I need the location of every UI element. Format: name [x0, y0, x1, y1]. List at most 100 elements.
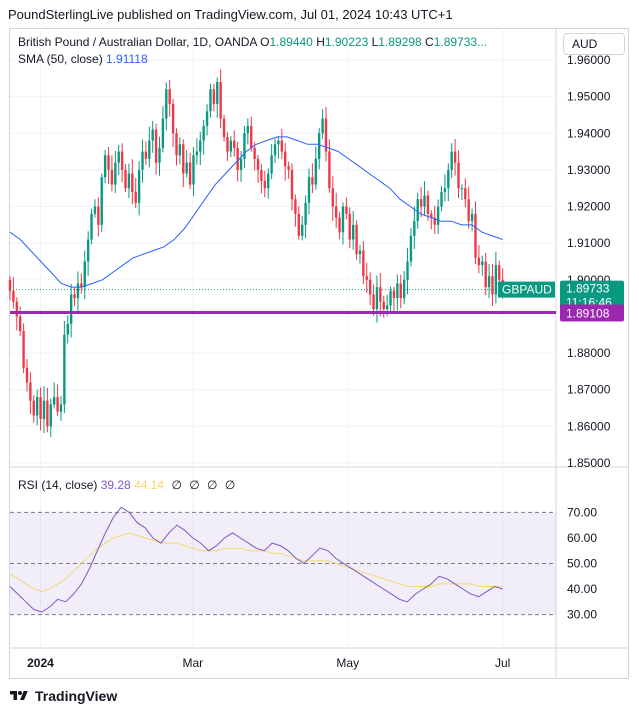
candle-body [32, 400, 35, 416]
rsi-legend[interactable]: RSI (14, close) 39.28 44.14 ∅ ∅ ∅ ∅ [18, 478, 235, 492]
candle-body [280, 140, 284, 152]
candle [365, 262, 368, 294]
candle [69, 283, 73, 338]
candle [161, 106, 165, 153]
sma-label: SMA (50, close) [18, 52, 103, 66]
candle [46, 388, 49, 433]
high-value: 1.90223 [324, 35, 369, 49]
price-tick-label: 1.86000 [567, 419, 611, 433]
candle-body [29, 382, 32, 401]
candle-body [419, 199, 423, 207]
rsi-tick-label: 60.00 [567, 531, 597, 545]
candle [39, 387, 42, 431]
candle-body [35, 397, 39, 416]
candle-body [46, 400, 49, 427]
candle [477, 245, 481, 274]
candle-body [341, 206, 345, 233]
candle [301, 215, 304, 241]
candle-body [270, 155, 273, 174]
candle [42, 386, 46, 434]
candle-body [365, 276, 368, 280]
candle-body [460, 188, 464, 190]
candle-body [73, 294, 76, 299]
candle [144, 141, 148, 165]
symbol-badge [498, 281, 555, 298]
horizontal-level-badge [560, 304, 624, 322]
candle [256, 154, 260, 184]
candle-body [188, 162, 192, 185]
candles-group [8, 69, 504, 438]
candle-body [447, 169, 450, 189]
candle-body [331, 188, 334, 207]
candle [436, 199, 440, 234]
candle-body [8, 279, 12, 291]
candle [66, 315, 69, 344]
candle [226, 132, 229, 161]
candle [246, 118, 250, 145]
candle-body [287, 166, 290, 170]
candle-body [396, 283, 399, 299]
candle-body [76, 283, 80, 299]
candle-body [426, 195, 430, 214]
candle [100, 173, 103, 232]
candle [222, 114, 226, 142]
candle-body [464, 188, 467, 200]
price-tick-label: 1.85000 [567, 456, 611, 470]
price-tick-label: 1.96000 [567, 53, 611, 67]
candle [406, 247, 409, 295]
candle-body [345, 206, 348, 214]
candle-body [86, 239, 90, 262]
candle-body [185, 162, 188, 174]
candle [423, 181, 426, 216]
candle-body [307, 177, 311, 203]
candle [103, 149, 107, 184]
candle-body [321, 118, 324, 134]
candle [185, 149, 188, 178]
sma-legend[interactable]: SMA (50, close) 1.91118 [18, 52, 148, 66]
candle-body [93, 206, 97, 214]
candle-body [294, 199, 297, 214]
candle [165, 82, 168, 131]
candle-body [290, 169, 294, 200]
candle-body [205, 111, 209, 126]
candle-body [158, 147, 161, 163]
candle [35, 389, 39, 426]
candle-body [457, 162, 460, 189]
time-tick-label: 2024 [27, 656, 54, 670]
last-price-label: 1.89733 [566, 282, 610, 296]
candle-body [182, 144, 185, 174]
candle-body [239, 158, 243, 170]
candle-body [137, 169, 141, 203]
currency-selector[interactable]: AUD [563, 33, 625, 55]
candle [481, 255, 484, 276]
candle [83, 250, 86, 300]
candle-body [199, 140, 202, 152]
candle [474, 201, 477, 265]
candle [294, 194, 297, 227]
candle [328, 139, 331, 193]
candle [311, 163, 314, 194]
candle [467, 186, 470, 229]
candle [331, 176, 334, 221]
candle-body [63, 334, 66, 405]
candle [341, 202, 345, 245]
candle-body [107, 155, 110, 170]
candle-body [389, 290, 392, 306]
time-tick-label: Mar [183, 656, 204, 670]
candle [127, 163, 131, 199]
candle-body [19, 316, 22, 332]
candle [392, 286, 396, 311]
sma-line [9, 136, 503, 288]
candle [253, 142, 256, 171]
candle [426, 190, 430, 221]
candle-body [97, 206, 100, 225]
candle-body [372, 294, 375, 310]
candle [453, 138, 457, 176]
candle [457, 150, 460, 199]
candle-body [154, 129, 158, 163]
candle-body [498, 265, 501, 280]
symbol-title[interactable]: British Pound / Australian Dollar, 1D, O… [18, 35, 257, 49]
tradingview-footer[interactable]: TradingView [8, 686, 117, 706]
candle-body [267, 173, 270, 189]
